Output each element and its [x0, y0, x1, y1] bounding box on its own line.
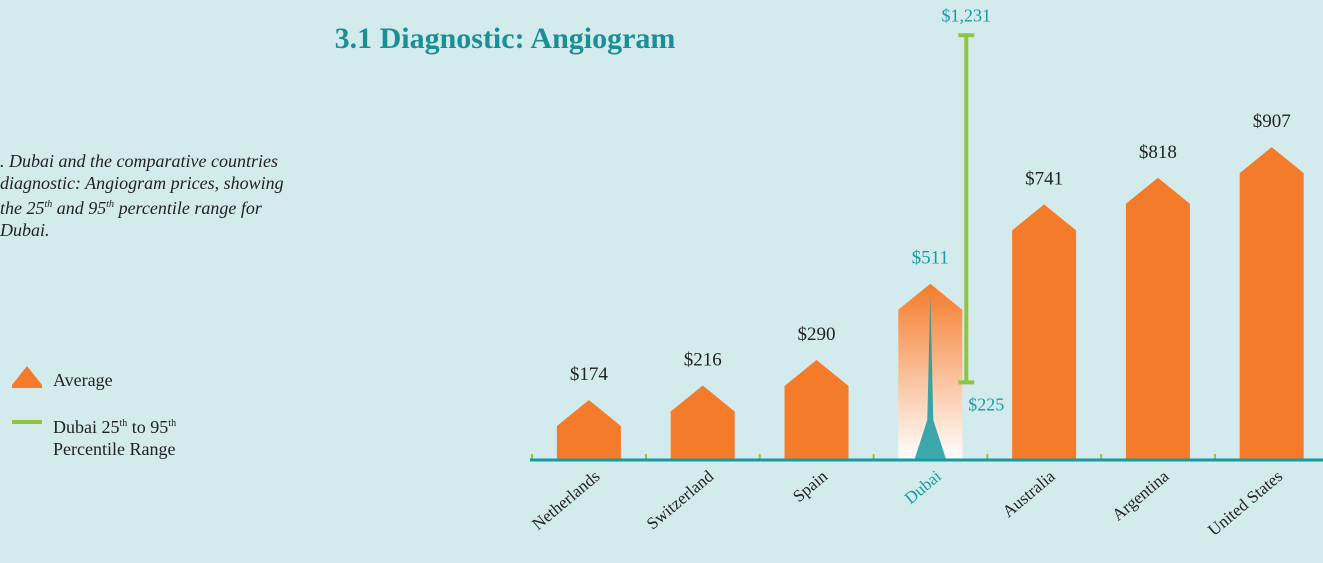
tower-icon	[914, 293, 947, 460]
x-tick-label: Netherlands	[528, 467, 603, 534]
caption: . Dubai and the comparative countries di…	[0, 150, 300, 241]
bar	[1012, 204, 1077, 460]
bar	[1239, 147, 1304, 460]
legend-text: Dubai 25	[53, 417, 120, 437]
bar	[784, 359, 849, 460]
legend-label: Average	[53, 370, 113, 390]
x-tick-label: Dubai	[901, 466, 945, 507]
bar	[556, 399, 621, 460]
value-label: $818	[1139, 142, 1177, 163]
legend-text: th	[119, 418, 128, 429]
legend-text: to 95	[127, 417, 169, 437]
range-label: $1,231	[942, 5, 992, 25]
chart-title: 3.1 Diagnostic: Angiogram	[335, 22, 676, 55]
bar	[670, 385, 735, 460]
legend-swatch	[12, 366, 42, 388]
x-tick-label: Switzerland	[643, 466, 718, 533]
caption-text: percentile range for Dubai.	[0, 198, 262, 240]
value-label: $216	[684, 349, 722, 370]
x-tick-label: Argentina	[1108, 466, 1172, 524]
caption-text: th	[106, 199, 115, 210]
caption-text: and 95	[52, 198, 107, 218]
x-tick-label: United States	[1204, 467, 1286, 540]
value-label: $290	[798, 324, 836, 345]
value-label: $741	[1025, 168, 1063, 189]
caption-text: th	[44, 199, 53, 210]
legend-text: th	[168, 418, 177, 429]
range-label: $225	[968, 394, 1004, 414]
legend-label: Dubai 25th to 95th Percentile Range	[53, 413, 176, 460]
x-tick-label: Spain	[789, 466, 831, 506]
bar	[1125, 177, 1190, 461]
value-label: $907	[1253, 111, 1291, 132]
x-tick-label: Australia	[999, 466, 1059, 521]
caption-text: . Dubai and the comparative countries di…	[0, 151, 284, 218]
value-label: $511	[912, 248, 949, 269]
value-label: $174	[570, 364, 609, 385]
legend-text: Percentile Range	[53, 439, 176, 459]
